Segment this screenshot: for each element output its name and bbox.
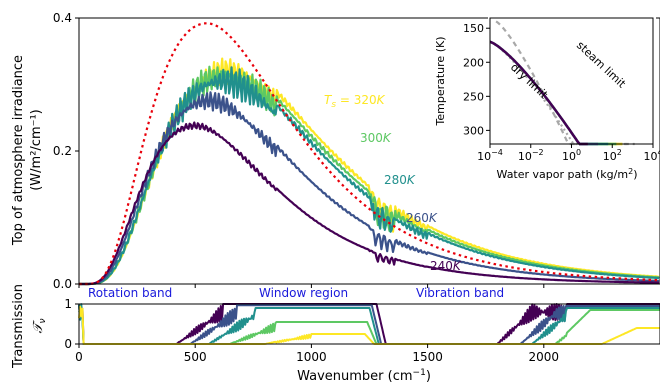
inset-y-tick-label: 250 bbox=[463, 90, 484, 103]
inset-x-tick-label: 10−4 bbox=[477, 148, 503, 163]
inset-y-tick-label: 200 bbox=[463, 56, 484, 69]
inset-panel: 150 200 250 300 10−4 10−2 100 102 104 Temperatu… bbox=[434, 16, 660, 181]
main-panel: 0.0 0.2 0.4 Top of atmosphere irradiance (… bbox=[11, 11, 660, 300]
main-series-260k-line bbox=[79, 91, 660, 286]
inset-y-tick-label: 150 bbox=[463, 22, 484, 35]
transmission-y-tick-label: 1 bbox=[64, 297, 72, 311]
main-y-ticks: 0.0 0.2 0.4 bbox=[53, 11, 79, 291]
transmission-y-axis-title: Transmission bbox=[11, 284, 26, 369]
transmission-x-ticks: 0 500 1000 1500 2000 bbox=[75, 344, 559, 364]
band-label-window: Window region bbox=[259, 286, 348, 300]
inset-y-axis-title: Temperature (K) bbox=[434, 37, 447, 127]
transmission-x-tick-label: 1000 bbox=[296, 350, 327, 364]
transmission-x-tick-label: 500 bbox=[184, 350, 207, 364]
transmission-x-tick-label: 1500 bbox=[412, 350, 443, 364]
dry-limit-line bbox=[489, 40, 627, 146]
transmission-y-ticks: 01 bbox=[64, 297, 79, 351]
series-label-240: 240K bbox=[430, 259, 462, 273]
inset-profile-240k-line bbox=[489, 40, 588, 146]
transmission-lines bbox=[78, 303, 660, 345]
transmission-y-axis-symbol: 𝒯ν bbox=[31, 319, 48, 334]
inset-x-tick-label: 10−2 bbox=[518, 148, 544, 163]
main-y-tick-label: 0.4 bbox=[53, 11, 72, 25]
series-label-260: 260K bbox=[406, 211, 438, 225]
main-y-axis-title: Top of atmosphere irradiance bbox=[11, 55, 26, 246]
transmission-y-tick-label: 0 bbox=[64, 337, 72, 351]
transmission-x-axis-title: Wavenumber (cm−1) bbox=[297, 368, 431, 384]
inset-x-axis-title: Water vapor path (kg/m2) bbox=[497, 167, 638, 181]
steam-limit-line bbox=[495, 20, 635, 146]
transmission-panel: 01 0 500 1000 1500 2000 Transmission 𝒯ν Wave… bbox=[11, 284, 660, 384]
band-label-rotation: Rotation band bbox=[88, 286, 172, 300]
main-y-tick-label: 0.2 bbox=[53, 144, 72, 158]
main-x-ticks bbox=[78, 284, 545, 288]
transmission-axes-frame bbox=[78, 303, 660, 345]
transmission-x-tick-label: 0 bbox=[75, 350, 83, 364]
main-series-240k-line bbox=[79, 121, 660, 286]
inset-x-tick-label: 102 bbox=[603, 148, 622, 163]
inset-x-tick-label: 100 bbox=[562, 148, 581, 163]
inset-background bbox=[488, 16, 656, 146]
transmission-x-tick-label: 2000 bbox=[529, 350, 560, 364]
main-y-axis-units: (W/m²/cm⁻¹) bbox=[29, 109, 44, 191]
series-label-320: Ts = 320K bbox=[324, 93, 386, 110]
inset-x-ticks: 10−4 10−2 100 102 104 bbox=[477, 144, 660, 163]
series-label-300: 300K bbox=[360, 131, 392, 145]
main-y-tick-label: 0.0 bbox=[53, 277, 72, 291]
main-series-280k-line bbox=[79, 66, 660, 286]
inset-y-ticks: 150 200 250 300 bbox=[463, 22, 490, 137]
main-series-lines bbox=[79, 57, 660, 286]
band-label-vibration: Vibration band bbox=[416, 286, 504, 300]
inset-x-tick-label: 104 bbox=[643, 148, 660, 163]
series-label-280: 280K bbox=[384, 173, 416, 187]
inset-y-tick-label: 300 bbox=[463, 124, 484, 137]
blackbody-reference-line bbox=[79, 22, 660, 286]
